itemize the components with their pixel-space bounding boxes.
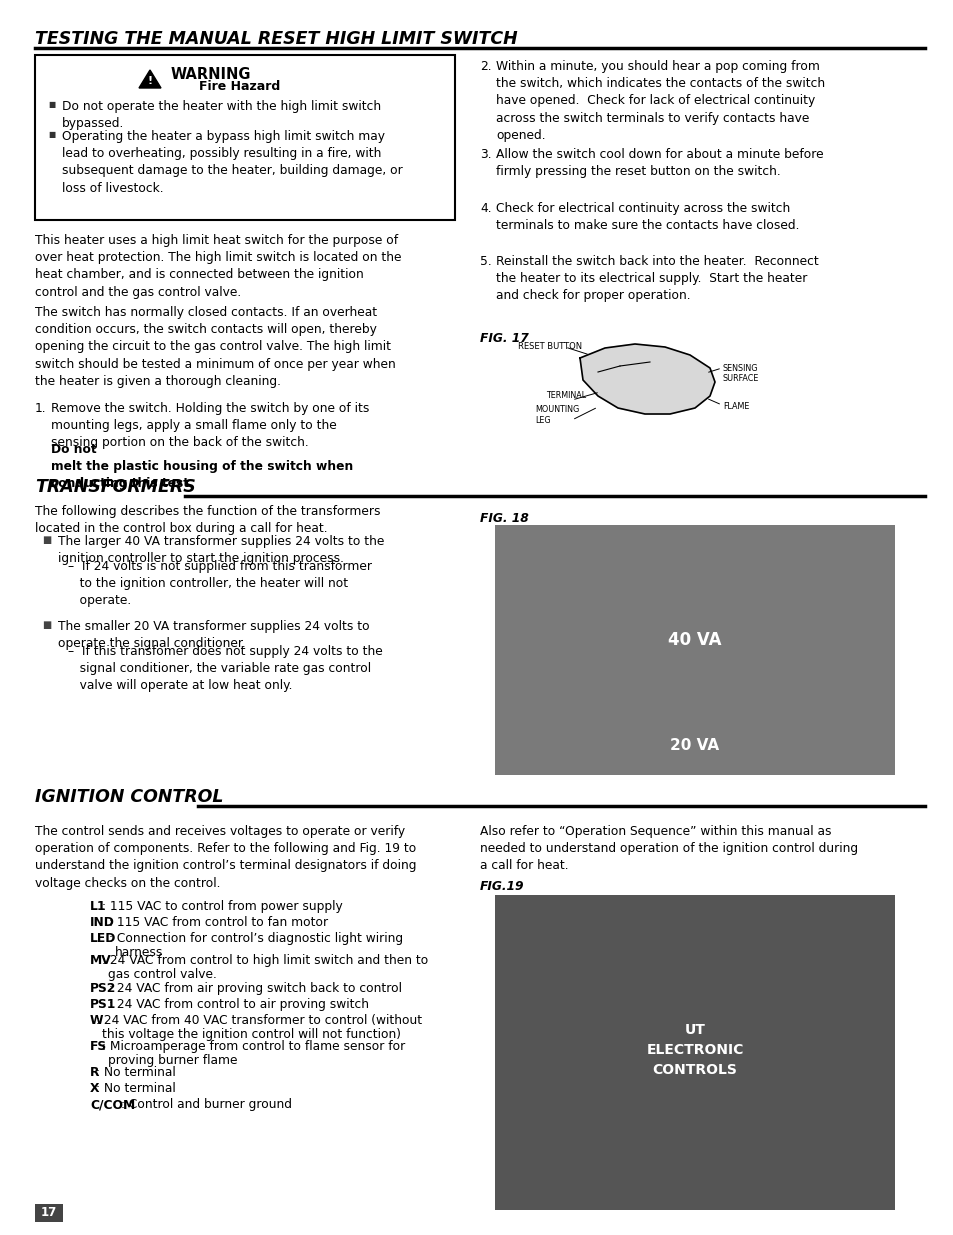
Text: W: W <box>90 1014 103 1028</box>
Text: Remove the switch. Holding the switch by one of its
mounting legs, apply a small: Remove the switch. Holding the switch by… <box>51 403 369 450</box>
Text: MOUNTING
LEG: MOUNTING LEG <box>535 405 578 425</box>
Polygon shape <box>579 345 714 414</box>
Bar <box>495 525 894 776</box>
Text: FLAME: FLAME <box>722 403 749 411</box>
Text: TRANSFORMERS: TRANSFORMERS <box>35 478 195 496</box>
Text: FIG.19: FIG.19 <box>479 881 524 893</box>
Text: Within a minute, you should hear a pop coming from
the switch, which indicates t: Within a minute, you should hear a pop c… <box>496 61 824 142</box>
Text: : 24 VAC from control to air proving switch: : 24 VAC from control to air proving swi… <box>109 998 368 1011</box>
Text: ■: ■ <box>42 535 51 545</box>
Text: PS1: PS1 <box>90 998 116 1011</box>
Text: !: ! <box>148 77 152 86</box>
Text: X: X <box>90 1082 99 1095</box>
Text: : 24 VAC from control to high limit switch and then to: : 24 VAC from control to high limit swit… <box>102 953 428 967</box>
Text: SENSING
SURFACE: SENSING SURFACE <box>722 364 759 383</box>
Text: FIG. 18: FIG. 18 <box>479 513 528 525</box>
Text: MV: MV <box>90 953 112 967</box>
Text: ■: ■ <box>48 130 55 140</box>
Text: FS: FS <box>90 1040 107 1053</box>
Bar <box>495 895 894 1210</box>
Text: : Connection for control’s diagnostic light wiring: : Connection for control’s diagnostic li… <box>109 932 402 945</box>
Text: Do not operate the heater with the high limit switch
bypassed.: Do not operate the heater with the high … <box>62 100 381 130</box>
Text: C/COM: C/COM <box>90 1098 135 1112</box>
Text: IND: IND <box>90 916 114 929</box>
Text: The following describes the function of the transformers
located in the control : The following describes the function of … <box>35 505 380 535</box>
Text: ■: ■ <box>48 100 55 109</box>
Text: : 115 VAC from control to fan motor: : 115 VAC from control to fan motor <box>109 916 328 929</box>
Text: UT
ELECTRONIC
CONTROLS: UT ELECTRONIC CONTROLS <box>645 1024 743 1077</box>
Text: 5.: 5. <box>479 254 491 268</box>
Text: The larger 40 VA transformer supplies 24 volts to the
ignition controller to sta: The larger 40 VA transformer supplies 24… <box>58 535 384 566</box>
Text: : No terminal: : No terminal <box>96 1082 175 1095</box>
Text: 3.: 3. <box>479 148 491 161</box>
Text: FIG. 17: FIG. 17 <box>479 332 528 345</box>
Text: Reinstall the switch back into the heater.  Reconnect
the heater to its electric: Reinstall the switch back into the heate… <box>496 254 818 303</box>
Text: Allow the switch cool down for about a minute before
firmly pressing the reset b: Allow the switch cool down for about a m… <box>496 148 822 178</box>
Text: WARNING: WARNING <box>171 67 252 82</box>
Text: Check for electrical continuity across the switch
terminals to make sure the con: Check for electrical continuity across t… <box>496 203 799 232</box>
Text: LED: LED <box>90 932 116 945</box>
Text: Also refer to “Operation Sequence” within this manual as
needed to understand op: Also refer to “Operation Sequence” withi… <box>479 825 858 872</box>
Bar <box>35 1204 63 1221</box>
Text: 20 VA: 20 VA <box>670 737 719 752</box>
Text: 4.: 4. <box>479 203 491 215</box>
Text: : No terminal: : No terminal <box>96 1066 175 1079</box>
Text: harness: harness <box>114 946 163 960</box>
Text: 40 VA: 40 VA <box>667 631 721 650</box>
Polygon shape <box>139 70 161 88</box>
Text: ■: ■ <box>42 620 51 630</box>
Text: proving burner flame: proving burner flame <box>109 1053 237 1067</box>
Text: Do not
melt the plastic housing of the switch when
conducting this test.: Do not melt the plastic housing of the s… <box>51 443 353 490</box>
Text: 2.: 2. <box>479 61 491 73</box>
Text: : 24 VAC from air proving switch back to control: : 24 VAC from air proving switch back to… <box>109 982 401 995</box>
Text: RESET BUTTON: RESET BUTTON <box>517 342 581 351</box>
Text: –  If this transfomer does not supply 24 volts to the
   signal conditioner, the: – If this transfomer does not supply 24 … <box>68 645 382 693</box>
Text: : 115 VAC to control from power supply: : 115 VAC to control from power supply <box>102 900 343 913</box>
Text: The switch has normally closed contacts. If an overheat
condition occurs, the sw: The switch has normally closed contacts.… <box>35 306 395 388</box>
Text: R: R <box>90 1066 99 1079</box>
Text: : Control and burner ground: : Control and burner ground <box>121 1098 292 1112</box>
Text: The smaller 20 VA transformer supplies 24 volts to
operate the signal conditione: The smaller 20 VA transformer supplies 2… <box>58 620 369 650</box>
Text: IGNITION CONTROL: IGNITION CONTROL <box>35 788 223 806</box>
Text: TERMINAL: TERMINAL <box>545 391 585 400</box>
Bar <box>35 56 455 220</box>
Text: this voltage the ignition control will not function): this voltage the ignition control will n… <box>102 1028 401 1041</box>
Text: The control sends and receives voltages to operate or verify
operation of compon: The control sends and receives voltages … <box>35 825 416 889</box>
Text: 17: 17 <box>41 1207 57 1219</box>
Text: TESTING THE MANUAL RESET HIGH LIMIT SWITCH: TESTING THE MANUAL RESET HIGH LIMIT SWIT… <box>35 30 517 48</box>
Text: : 24 VAC from 40 VAC transformer to control (without: : 24 VAC from 40 VAC transformer to cont… <box>96 1014 422 1028</box>
Text: This heater uses a high limit heat switch for the purpose of
over heat protectio: This heater uses a high limit heat switc… <box>35 233 401 299</box>
Text: 1.: 1. <box>35 403 47 415</box>
Text: –  If 24 volts is not supplied from this transformer
   to the ignition controll: – If 24 volts is not supplied from this … <box>68 559 372 608</box>
Text: PS2: PS2 <box>90 982 116 995</box>
Text: Fire Hazard: Fire Hazard <box>199 80 280 93</box>
Text: gas control valve.: gas control valve. <box>109 968 217 981</box>
Text: Operating the heater a bypass high limit switch may
lead to overheating, possibl: Operating the heater a bypass high limit… <box>62 130 402 195</box>
Text: : Microamperage from control to flame sensor for: : Microamperage from control to flame se… <box>102 1040 405 1053</box>
Text: L1: L1 <box>90 900 107 913</box>
